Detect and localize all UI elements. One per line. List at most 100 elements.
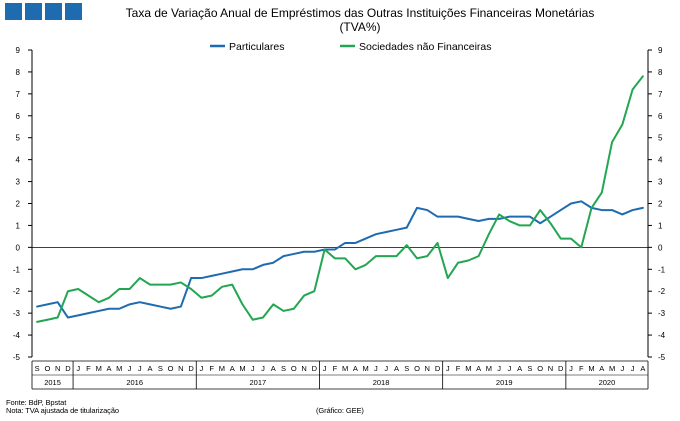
x-month-label: A — [271, 364, 276, 373]
y-tick-label-left: 8 — [16, 68, 21, 77]
x-month-label: O — [44, 364, 50, 373]
x-month-label: M — [219, 364, 225, 373]
x-month-label: M — [609, 364, 615, 373]
x-month-label: J — [261, 364, 265, 373]
x-year-label: 2018 — [373, 378, 390, 387]
y-tick-label-right: 3 — [658, 178, 663, 187]
y-tick-label-left: 9 — [16, 46, 21, 55]
logo-square — [65, 3, 82, 20]
x-year-label: 2015 — [44, 378, 61, 387]
x-month-label: F — [579, 364, 584, 373]
footer-note: Nota: TVA ajustada de titularização — [6, 406, 119, 415]
x-month-label: S — [281, 364, 286, 373]
x-year-label: 2016 — [126, 378, 143, 387]
y-tick-label-right: -2 — [658, 287, 666, 296]
y-tick-label-left: 1 — [16, 221, 21, 230]
y-tick-label-left: 6 — [16, 112, 21, 121]
chart-title-line2: (TVA%) — [339, 20, 381, 34]
x-month-label: M — [342, 364, 348, 373]
x-month-label: M — [465, 364, 471, 373]
x-month-label: S — [35, 364, 40, 373]
x-month-label: A — [599, 364, 604, 373]
logo-square — [5, 3, 22, 20]
x-month-label: D — [558, 364, 564, 373]
x-year-label: 2020 — [599, 378, 616, 387]
y-tick-label-right: 7 — [658, 90, 663, 99]
chart-axes: 9 9 8 8 7 7 6 6 5 5 4 4 3 3 2 2 1 1 0 0 -1 -1 -2 -2 -3 -3 -4 -4 -5 -5 — [13, 46, 666, 362]
x-month-label: A — [640, 364, 645, 373]
x-month-label: A — [106, 364, 111, 373]
y-tick-label-left: -5 — [13, 353, 21, 362]
chart-series — [36, 75, 644, 323]
x-month-label: M — [363, 364, 369, 373]
x-month-label: J — [631, 364, 635, 373]
footer-source: Fonte: BdP, Bpstat — [6, 398, 67, 407]
x-month-label: O — [168, 364, 174, 373]
y-tick-label-left: 7 — [16, 90, 21, 99]
x-month-label: O — [537, 364, 543, 373]
chart-title-line1: Taxa de Variação Anual de Empréstimos da… — [125, 6, 595, 20]
x-month-label: F — [333, 364, 338, 373]
x-year-label: 2017 — [250, 378, 267, 387]
y-tick-label-right: 9 — [658, 46, 663, 55]
x-month-label: A — [148, 364, 153, 373]
x-month-label: J — [374, 364, 378, 373]
x-month-label: M — [96, 364, 102, 373]
y-tick-label-right: 0 — [658, 243, 663, 252]
x-month-label: A — [230, 364, 235, 373]
x-month-label: D — [312, 364, 318, 373]
x-month-label: S — [404, 364, 409, 373]
x-month-label: N — [425, 364, 430, 373]
logo-square — [45, 3, 62, 20]
chart-title: Taxa de Variação Anual de Empréstimos da… — [40, 6, 680, 34]
y-tick-label-left: 5 — [16, 134, 21, 143]
x-month-label: J — [251, 364, 255, 373]
legend-label-particulares: Particulares — [229, 41, 284, 53]
x-month-label: S — [527, 364, 532, 373]
x-month-label: N — [548, 364, 553, 373]
x-month-label: J — [620, 364, 624, 373]
y-tick-label-right: 2 — [658, 200, 663, 209]
series-line-particulares — [36, 200, 644, 319]
x-month-label: A — [353, 364, 358, 373]
x-month-label: F — [456, 364, 461, 373]
y-tick-label-left: -2 — [13, 287, 21, 296]
x-month-label: S — [158, 364, 163, 373]
x-month-label: D — [188, 364, 194, 373]
y-tick-label-left: 4 — [16, 156, 21, 165]
x-month-label: D — [65, 364, 71, 373]
x-month-label: A — [476, 364, 481, 373]
legend-label-sociedades: Sociedades não Financeiras — [359, 41, 492, 53]
y-tick-label-left: -3 — [13, 309, 21, 318]
x-month-label: O — [414, 364, 420, 373]
x-month-label: O — [291, 364, 297, 373]
x-year-label: 2019 — [496, 378, 513, 387]
x-month-label: M — [239, 364, 245, 373]
y-tick-label-left: 0 — [16, 243, 21, 252]
x-month-label: M — [588, 364, 594, 373]
x-month-label: J — [76, 364, 80, 373]
series-line-sociedades — [36, 75, 644, 323]
y-tick-label-right: -4 — [658, 331, 666, 340]
y-tick-label-left: 3 — [16, 178, 21, 187]
x-month-label: N — [178, 364, 183, 373]
x-month-label: N — [301, 364, 306, 373]
x-month-label: D — [435, 364, 441, 373]
x-month-label: N — [55, 364, 60, 373]
x-month-label: J — [200, 364, 204, 373]
x-month-label: M — [486, 364, 492, 373]
footer-graph-credit: (Gráfico: GEE) — [316, 406, 364, 415]
y-tick-label-right: 6 — [658, 112, 663, 121]
x-month-label: F — [86, 364, 91, 373]
x-month-label: J — [446, 364, 450, 373]
x-month-label: J — [508, 364, 512, 373]
y-tick-label-right: -1 — [658, 265, 666, 274]
x-month-label: J — [384, 364, 388, 373]
legend: Particulares Sociedades não Financeiras — [210, 41, 492, 53]
y-tick-label-left: -4 — [13, 331, 21, 340]
y-tick-label-right: 8 — [658, 68, 663, 77]
x-month-label: J — [497, 364, 501, 373]
x-month-label: A — [394, 364, 399, 373]
